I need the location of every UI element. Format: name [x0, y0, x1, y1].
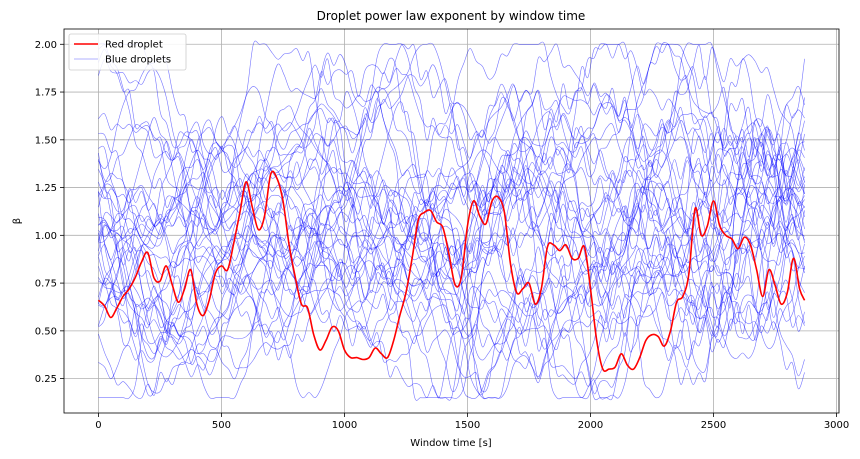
y-tick-label: 2.00	[35, 40, 57, 51]
y-tick-label: 1.75	[35, 88, 57, 99]
x-tick-label: 500	[212, 420, 231, 431]
blue-droplet-series	[98, 108, 805, 285]
x-axis-label: Window time [s]	[410, 438, 491, 449]
blue-droplet-series	[98, 192, 805, 400]
plot-frame	[63, 28, 840, 414]
y-tick-label: 0.50	[35, 326, 57, 337]
blue-droplet-series	[98, 154, 805, 344]
x-tick-label: 1500	[455, 420, 480, 431]
y-tick-label: 1.50	[35, 135, 57, 146]
blue-droplet-series	[98, 123, 805, 258]
x-tick-label: 0	[95, 420, 101, 431]
blue-droplet-series	[98, 97, 805, 399]
y-tick-label: 0.75	[35, 279, 57, 290]
y-axis-ticks: 0.25 0.50 0.75 1.00 1.25 1.50 1.75 2.00	[35, 40, 64, 385]
blue-droplet-series	[98, 143, 805, 345]
blue-droplet-series	[98, 191, 805, 399]
blue-droplet-series	[98, 43, 805, 216]
blue-droplet-series	[98, 189, 805, 395]
y-tick-label: 1.25	[35, 183, 57, 194]
blue-droplet-series	[98, 58, 805, 397]
blue-droplet-series	[98, 228, 805, 363]
x-tick-label: 2500	[701, 420, 726, 431]
blue-droplet-series	[98, 191, 805, 390]
x-tick-label: 1000	[332, 420, 357, 431]
x-tick-label: 3000	[824, 420, 849, 431]
legend-box	[68, 33, 187, 71]
blue-droplet-series	[98, 42, 805, 249]
y-tick-label: 1.00	[35, 231, 57, 242]
legend-blue-label: Blue droplets	[105, 55, 171, 66]
blue-droplet-series	[98, 42, 805, 331]
blue-droplet-series	[98, 66, 805, 245]
blue-droplet-series	[98, 113, 805, 392]
blue-droplet-series	[98, 176, 805, 399]
blue-droplet-lines	[98, 40, 805, 401]
blue-droplet-series	[98, 137, 805, 400]
blue-droplet-series	[98, 52, 805, 299]
blue-droplet-series	[98, 89, 805, 347]
blue-droplet-series	[98, 41, 805, 266]
red-droplet-line	[97, 170, 806, 373]
blue-droplet-series	[98, 172, 805, 295]
y-tick-label: 0.25	[35, 374, 57, 385]
blue-droplet-series	[98, 40, 805, 311]
blue-droplet-series	[98, 41, 805, 282]
blue-droplet-series	[98, 43, 805, 231]
blue-droplet-series	[98, 91, 805, 377]
blue-droplet-series	[98, 94, 805, 399]
chart-title: Droplet power law exponent by window tim…	[317, 9, 586, 23]
x-tick-label: 2000	[578, 420, 603, 431]
legend-red-label: Red droplet	[105, 40, 163, 51]
blue-droplet-series	[98, 42, 805, 301]
y-axis-label: β	[12, 218, 23, 224]
x-axis-ticks: 0 500 1000 1500 2000 2500 3000	[95, 413, 849, 431]
legend: Red droplet Blue droplets	[68, 33, 187, 71]
blue-droplet-series	[98, 214, 805, 379]
